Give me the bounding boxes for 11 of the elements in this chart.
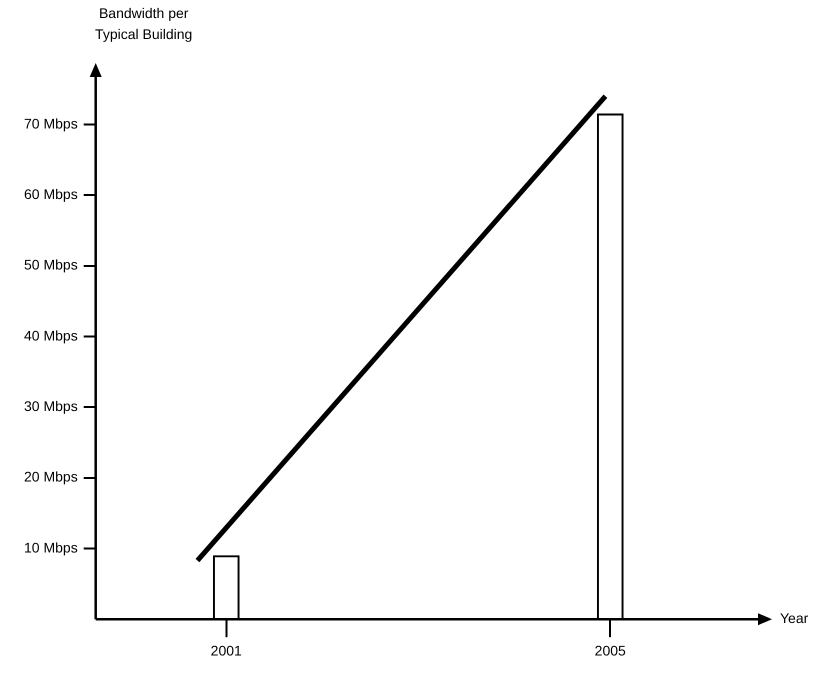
x-axis-title: Year — [780, 610, 809, 626]
y-tick-label: 10 Mbps — [24, 539, 78, 556]
y-tick-label: 50 Mbps — [24, 256, 78, 273]
y-tick-label: 70 Mbps — [24, 115, 78, 132]
y-tick-label: 40 Mbps — [24, 327, 78, 344]
y-tick-label: 30 Mbps — [24, 398, 78, 414]
y-axis-title: Bandwidth per Typical Building — [95, 4, 192, 42]
x-tick-label: 2005 — [594, 642, 626, 658]
y-tick-label: 20 Mbps — [24, 468, 78, 485]
y-tick-label: 60 Mbps — [24, 186, 78, 202]
x-tick-label: 2001 — [210, 642, 242, 658]
